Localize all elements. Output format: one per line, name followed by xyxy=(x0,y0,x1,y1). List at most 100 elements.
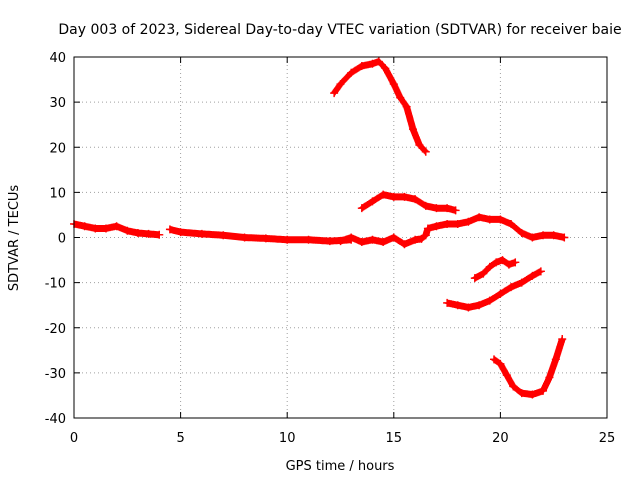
data-point xyxy=(304,235,313,244)
data-point xyxy=(517,389,526,398)
data-point xyxy=(479,269,488,278)
data-point xyxy=(502,371,511,380)
data-point xyxy=(496,289,505,298)
data-point xyxy=(443,219,452,228)
data-point xyxy=(485,215,494,224)
x-tick-label: 25 xyxy=(599,431,616,446)
series-trace xyxy=(358,191,460,214)
data-point xyxy=(528,271,537,280)
data-point xyxy=(219,231,228,240)
y-tick-label: -10 xyxy=(45,277,66,292)
data-point xyxy=(528,233,537,242)
data-point xyxy=(464,303,473,312)
data-point xyxy=(539,231,548,240)
data-point xyxy=(432,204,441,213)
data-point xyxy=(330,89,339,98)
y-tick-label: -20 xyxy=(45,322,66,337)
data-point xyxy=(123,226,132,235)
data-point xyxy=(165,225,174,234)
data-point xyxy=(528,390,537,399)
data-point xyxy=(421,201,430,210)
data-point xyxy=(368,59,377,68)
data-point xyxy=(539,386,548,395)
series-arc-4 xyxy=(330,57,430,156)
grid-lines xyxy=(74,57,607,418)
data-point xyxy=(368,197,377,206)
data-point xyxy=(379,190,388,199)
data-point xyxy=(400,192,409,201)
data-point xyxy=(402,102,411,111)
data-point xyxy=(451,206,460,215)
data-point xyxy=(485,262,494,271)
data-point xyxy=(496,359,505,368)
data-point xyxy=(381,64,390,73)
x-tick-label: 0 xyxy=(70,431,78,446)
data-point xyxy=(389,233,398,242)
data-point xyxy=(470,274,479,283)
data-point xyxy=(517,278,526,287)
data-point xyxy=(558,335,567,344)
data-point xyxy=(421,231,430,240)
y-tick-label: 0 xyxy=(58,232,66,247)
data-point xyxy=(336,80,345,89)
data-point xyxy=(453,301,462,310)
y-tick-label: 20 xyxy=(49,141,66,156)
series-arc-1 xyxy=(70,219,164,239)
data-point xyxy=(432,222,441,231)
data-point xyxy=(496,215,505,224)
series-arc-5 xyxy=(357,190,460,215)
axis-ticks: 0 5 10 15 20 25 -40 -30 -20 -10 0 10 20 30 40 xyxy=(45,51,616,446)
data-point xyxy=(325,237,334,246)
data-point xyxy=(421,147,430,156)
data-point xyxy=(347,233,356,242)
series-arc-8 xyxy=(490,335,567,399)
data-point xyxy=(443,298,452,307)
y-tick-label: -30 xyxy=(45,367,66,382)
chart-title: Day 003 of 2023, Sidereal Day-to-day VTE… xyxy=(58,22,621,38)
data-point xyxy=(485,296,494,305)
data-point xyxy=(283,235,292,244)
series-arc-7 xyxy=(443,267,545,312)
data-point xyxy=(475,301,484,310)
data-point xyxy=(389,192,398,201)
data-point xyxy=(336,237,345,246)
data-point xyxy=(357,204,366,213)
data-point xyxy=(417,234,426,243)
data-point xyxy=(475,213,484,222)
data-point xyxy=(176,228,185,237)
plot-frame xyxy=(73,56,608,419)
series-arc-2 xyxy=(165,225,356,246)
data-markers xyxy=(70,57,569,399)
data-point xyxy=(536,267,545,276)
series-trace xyxy=(330,58,430,156)
series-arc-6 xyxy=(470,256,520,283)
data-point xyxy=(347,68,356,77)
data-point xyxy=(507,283,516,292)
y-tick-label: 30 xyxy=(49,96,66,111)
data-point xyxy=(400,240,409,249)
data-point xyxy=(408,125,417,134)
data-point xyxy=(464,217,473,226)
data-point xyxy=(80,222,89,231)
data-point xyxy=(490,355,499,364)
data-point xyxy=(411,235,420,244)
data-point xyxy=(517,228,526,237)
data-point xyxy=(101,224,110,233)
data-point xyxy=(545,373,554,382)
series-trace xyxy=(443,267,545,311)
y-axis-label: SDTVAR / TECUs xyxy=(7,185,22,292)
data-point xyxy=(379,238,388,247)
data-point xyxy=(357,62,366,71)
data-point xyxy=(498,256,507,265)
data-point xyxy=(261,234,270,243)
data-point xyxy=(197,229,206,238)
data-point xyxy=(396,93,405,102)
x-tick-label: 5 xyxy=(176,431,184,446)
data-point xyxy=(443,204,452,213)
series-trace xyxy=(490,335,566,398)
data-point xyxy=(504,260,513,269)
data-point xyxy=(368,235,377,244)
data-point xyxy=(389,80,398,89)
y-tick-label: 40 xyxy=(49,51,66,66)
data-point xyxy=(453,219,462,228)
